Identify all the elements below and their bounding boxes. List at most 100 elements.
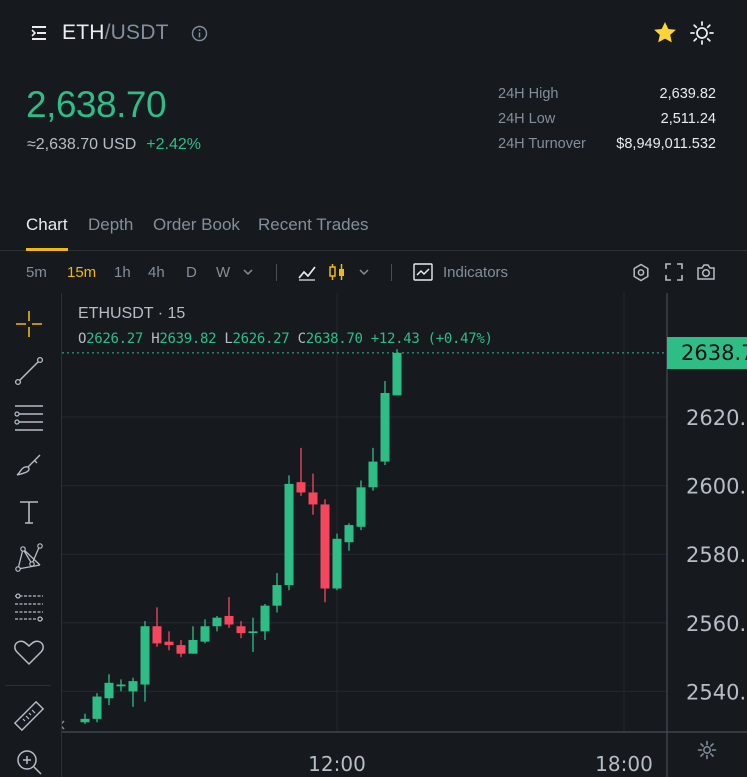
ohlc-high-label: H: [151, 331, 160, 347]
usd-price: ≈2,638.70 USD: [27, 136, 137, 153]
tab-depth[interactable]: Depth: [88, 215, 134, 234]
candle-body: [272, 585, 282, 606]
y-tick-label: 2580.: [686, 543, 746, 567]
timeframe-w[interactable]: W: [216, 264, 231, 281]
candle-body: [164, 641, 174, 646]
camera-icon[interactable]: [696, 263, 716, 281]
pair-quote: USDT: [110, 21, 169, 44]
fullscreen-icon[interactable]: [665, 263, 683, 281]
stat-value: 2,511.24: [660, 111, 716, 127]
candle-body: [152, 626, 162, 644]
y-tick-label: 2540.: [686, 680, 746, 704]
text-tool-icon[interactable]: [12, 495, 46, 529]
candle-body: [236, 626, 246, 634]
candle-body: [356, 487, 366, 527]
chevron-down-icon[interactable]: [358, 267, 370, 277]
candle-body: [308, 492, 318, 505]
horizontal-lines-icon[interactable]: [12, 399, 46, 433]
ruler-icon[interactable]: [12, 699, 46, 733]
theme-toggle-icon[interactable]: [689, 20, 715, 46]
candle-body: [296, 482, 306, 493]
toolbar-divider: [276, 264, 277, 281]
candle-body: [224, 615, 234, 625]
tab-order-book[interactable]: Order Book: [153, 215, 240, 234]
menu-icon[interactable]: [30, 25, 48, 41]
candle-body: [140, 626, 150, 685]
chevron-down-icon[interactable]: [242, 267, 254, 277]
stat-label: 24H High: [498, 86, 559, 102]
candle-body: [80, 718, 90, 723]
candlestick-icon[interactable]: [327, 262, 347, 282]
candlestick-chart[interactable]: 2620. 2600. 2580. 2560. 2540. 12:00 18:00: [62, 293, 747, 777]
y-tick-label: 2620.: [686, 406, 746, 430]
candle-body: [332, 538, 342, 589]
chart-toolbar: 5m 15m 1h 4h D W Indicators: [0, 252, 747, 292]
indicators-icon[interactable]: [413, 263, 433, 281]
ohlc-low: 2626.27: [232, 331, 290, 347]
candle-body: [380, 392, 390, 462]
chart-symbol-title: ETHUSDT · 15: [78, 305, 186, 322]
fib-tool-icon[interactable]: [12, 589, 46, 623]
line-chart-icon[interactable]: [297, 263, 317, 281]
ohlc-open-label: O: [78, 331, 87, 347]
ohlc-high: 2639.82: [159, 331, 217, 347]
candle-body: [392, 352, 402, 396]
pair-title[interactable]: ETH/USDT: [62, 21, 169, 45]
stat-label: 24H Low: [498, 111, 556, 127]
candle-body: [104, 682, 114, 699]
brush-icon[interactable]: [12, 447, 46, 481]
candle-body: [260, 605, 270, 632]
candle-body: [176, 645, 186, 654]
candle-body: [320, 504, 330, 589]
pair-base: ETH: [62, 21, 105, 44]
toolbar-divider: [391, 264, 392, 281]
stat-label: 24H Turnover: [498, 136, 586, 152]
timeframe-5m[interactable]: 5m: [26, 264, 47, 281]
timeframe-15m[interactable]: 15m: [67, 264, 97, 281]
header: ETH/USDT: [0, 0, 747, 66]
info-icon[interactable]: [191, 25, 208, 42]
tab-chart[interactable]: Chart: [26, 215, 68, 234]
candle-body: [248, 631, 258, 634]
crosshair-icon[interactable]: [12, 307, 46, 341]
favorite-tools-icon[interactable]: [12, 635, 46, 669]
candle-body: [188, 639, 198, 654]
timeframe-1h[interactable]: 1h: [114, 264, 131, 281]
last-price: 2,638.70: [26, 84, 167, 125]
zoom-in-icon[interactable]: [12, 745, 46, 777]
chart-area[interactable]: 2620. 2600. 2580. 2560. 2540. 12:00 18:00 ETHU…: [62, 293, 747, 777]
pattern-tool-icon[interactable]: [12, 541, 46, 575]
view-tabs: Chart Depth Order Book Recent Trades: [0, 210, 747, 251]
last-price-tag: 2638.70: [667, 337, 747, 369]
y-tick-label: 2560.: [686, 612, 746, 636]
active-tab-indicator: [26, 248, 68, 251]
candle-body: [200, 626, 210, 642]
settings-hex-icon[interactable]: [632, 263, 650, 282]
chart-settings-gear-icon[interactable]: [696, 739, 718, 761]
drawing-tools: [0, 293, 62, 777]
usd-price-line: ≈2,638.70 USD +2.42%: [27, 136, 201, 154]
ohlc-low-label: L: [224, 331, 233, 347]
timeframe-d[interactable]: D: [186, 264, 197, 281]
ohlc-close: 2638.70: [305, 331, 363, 347]
candle-body: [284, 483, 294, 586]
candle-body: [128, 681, 138, 692]
stat-value: 2,639.82: [659, 86, 716, 102]
x-tick-label: 18:00: [595, 752, 653, 776]
stat-row: 24H Low 2,511.24: [498, 109, 716, 134]
favorite-star-icon[interactable]: [652, 20, 678, 46]
tab-recent-trades[interactable]: Recent Trades: [258, 215, 369, 234]
candle-body: [368, 461, 378, 488]
trend-line-icon[interactable]: [12, 353, 46, 387]
timeframe-4h[interactable]: 4h: [148, 264, 165, 281]
y-tick-label: 2600.: [686, 475, 746, 499]
x-tick-label: 12:00: [308, 752, 366, 776]
tools-divider: [6, 685, 50, 686]
pair-separator: /: [104, 21, 111, 44]
candle-body: [212, 617, 222, 627]
candle-body: [344, 525, 354, 543]
indicators-button[interactable]: Indicators: [443, 264, 509, 281]
ohlc-change: +12.43 (+0.47%): [370, 331, 493, 347]
stat-row: 24H High 2,639.82: [498, 84, 716, 109]
